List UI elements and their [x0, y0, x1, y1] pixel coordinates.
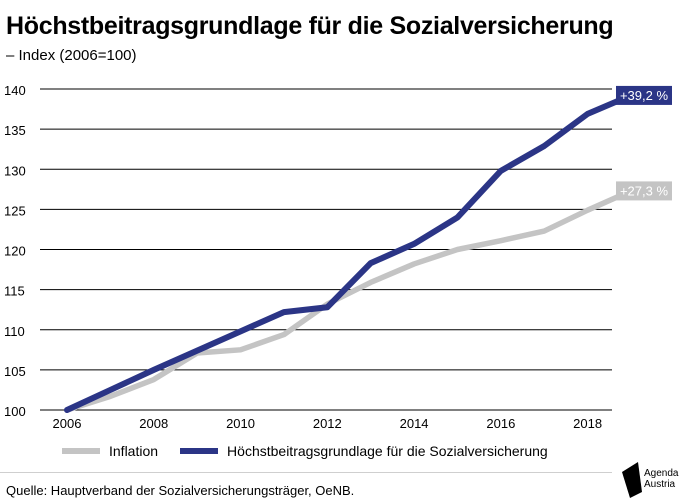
series-line-inflation [64, 188, 634, 413]
source-note: Quelle: Hauptverband der Sozialversicher… [6, 483, 355, 498]
x-tick-label-2018: 2018 [573, 416, 602, 431]
legend-label-hbgl: Höchstbeitragsgrundlage für die Sozialve… [227, 443, 548, 459]
agenda-austria-logo [622, 462, 642, 498]
x-tick-label-2008: 2008 [139, 416, 168, 431]
series-line-hbgl [64, 92, 634, 413]
logo-line2: Austria [644, 479, 676, 490]
y-tick-label-135: 135 [4, 123, 26, 138]
y-tick-label-140: 140 [4, 83, 26, 98]
line-chart: 100 105 110 115 120 125 130 135 140 2006 2008 2010 2… [4, 83, 672, 431]
legend-label-inflation: Inflation [109, 443, 159, 459]
x-tick-label-2016: 2016 [486, 416, 515, 431]
footer-divider [0, 472, 612, 473]
x-tick-label-2012: 2012 [313, 416, 342, 431]
y-tick-label-100: 100 [4, 404, 26, 419]
legend-swatch-hbgl [180, 448, 219, 454]
chart-subtitle: – Index (2006=100) [6, 47, 137, 64]
x-tick-label-2006: 2006 [53, 416, 82, 431]
legend-item-inflation: Inflation [62, 443, 158, 459]
x-tick-label-2014: 2014 [400, 416, 429, 431]
end-label-hbgl: +39,2 % [620, 88, 669, 103]
legend-item-hbgl: Höchstbeitragsgrundlage für die Sozialve… [180, 443, 548, 459]
logo-text: Agenda Austria [644, 468, 678, 490]
end-label-box-hbgl [616, 85, 672, 105]
y-tick-label-115: 115 [4, 284, 25, 299]
x-tick-label-2010: 2010 [226, 416, 255, 431]
y-tick-label-130: 130 [4, 163, 26, 178]
legend-swatch-inflation [62, 448, 100, 454]
y-tick-label-105: 105 [4, 364, 26, 379]
chart-title: Höchstbeitragsgrundlage für die Sozialve… [6, 12, 614, 40]
end-label-inflation: +27,3 % [620, 183, 669, 198]
y-tick-label-110: 110 [4, 324, 25, 339]
y-tick-label-125: 125 [4, 203, 26, 218]
y-tick-label-120: 120 [4, 244, 26, 259]
chart-legend: Inflation Höchstbeitragsgrundlage für di… [62, 441, 570, 461]
logo-line1: Agenda [644, 468, 679, 479]
end-label-box-inflation [616, 181, 672, 201]
